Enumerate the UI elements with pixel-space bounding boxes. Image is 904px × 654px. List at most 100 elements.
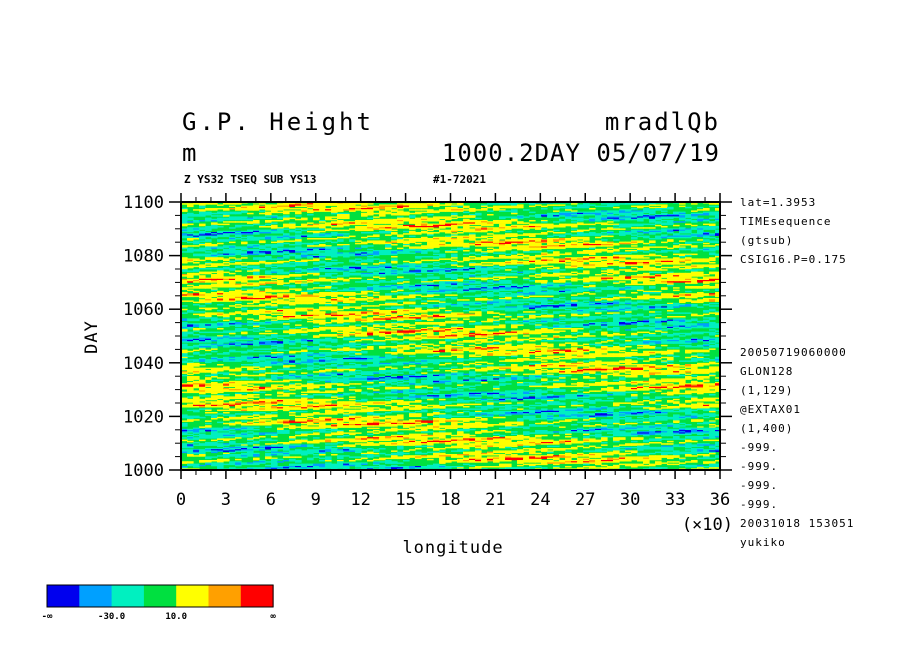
heatmap-cell xyxy=(409,203,416,205)
heatmap-cell xyxy=(523,250,530,252)
heatmap-cell xyxy=(397,234,404,236)
heatmap-cell xyxy=(325,238,332,240)
heatmap-cell xyxy=(475,266,482,269)
heatmap-cell xyxy=(679,295,686,298)
heatmap-cell xyxy=(187,251,194,253)
heatmap-cell xyxy=(265,223,272,226)
heatmap-cell xyxy=(523,254,530,257)
heatmap-cell xyxy=(265,226,272,228)
heatmap-cell xyxy=(481,306,488,308)
heatmap-cell xyxy=(583,304,590,306)
heatmap-cell xyxy=(619,203,626,205)
heatmap-cell xyxy=(247,296,254,299)
heatmap-cell xyxy=(193,242,200,245)
heatmap-cell xyxy=(643,208,650,210)
heatmap-cell xyxy=(409,216,416,218)
heatmap-cell xyxy=(541,260,548,263)
heatmap-cell xyxy=(655,274,662,276)
heatmap-cell xyxy=(337,292,344,294)
heatmap-cell xyxy=(715,283,720,286)
heatmap-cell xyxy=(193,228,200,230)
heatmap-cell xyxy=(397,288,404,290)
heatmap-cell xyxy=(475,242,482,245)
heatmap-cell xyxy=(211,313,218,316)
heatmap-cell xyxy=(229,263,236,265)
heatmap-cell xyxy=(469,236,476,239)
heatmap-cell xyxy=(631,292,638,294)
heatmap-cell xyxy=(319,233,326,235)
heatmap-cell xyxy=(361,205,368,208)
heatmap-cell xyxy=(223,296,230,299)
heatmap-cell xyxy=(367,205,374,208)
heatmap-cell xyxy=(199,292,206,294)
heatmap-cell xyxy=(247,284,254,287)
heatmap-cell xyxy=(589,256,596,258)
heatmap-cell xyxy=(709,302,716,305)
heatmap-cell xyxy=(415,227,422,229)
heatmap-cell xyxy=(619,266,626,269)
heatmap-cell xyxy=(619,290,626,293)
heatmap-cell xyxy=(463,310,470,312)
heatmap-cell xyxy=(313,218,320,221)
heatmap-cell xyxy=(241,283,248,286)
heatmap-cell xyxy=(493,236,500,239)
heatmap-cell xyxy=(541,221,548,223)
heatmap-cell xyxy=(583,288,590,290)
heatmap-cell xyxy=(655,214,662,216)
heatmap-cell xyxy=(583,259,590,262)
heatmap-cell xyxy=(349,292,356,294)
heatmap-cell xyxy=(433,280,440,282)
heatmap-cell xyxy=(607,210,614,212)
heatmap-cell xyxy=(631,314,638,317)
heatmap-cell xyxy=(367,281,374,283)
heatmap-cell xyxy=(463,259,470,262)
heatmap-cell xyxy=(253,253,260,256)
heatmap-cell xyxy=(715,227,720,229)
heatmap-cell xyxy=(487,240,494,242)
heatmap-cell xyxy=(205,228,212,230)
heatmap-cell xyxy=(589,257,596,259)
heatmap-cell xyxy=(547,290,554,293)
heatmap-cell xyxy=(517,306,524,308)
heatmap-cell xyxy=(715,214,720,216)
heatmap-cell xyxy=(457,244,464,246)
heatmap-cell xyxy=(607,263,614,265)
heatmap-cell xyxy=(535,262,542,264)
heatmap-cell xyxy=(295,215,302,217)
heatmap-cell xyxy=(499,266,506,269)
heatmap-cell xyxy=(361,274,368,276)
heatmap-cell xyxy=(193,238,200,240)
heatmap-cell xyxy=(403,287,410,289)
heatmap-cell xyxy=(331,226,338,228)
heatmap-cell xyxy=(643,277,650,280)
heatmap-cell xyxy=(529,288,536,290)
heatmap-cell xyxy=(217,270,224,272)
heatmap-cell xyxy=(313,241,320,244)
heatmap-cell xyxy=(379,204,386,206)
heatmap-cell xyxy=(625,263,632,265)
heatmap-cell xyxy=(229,284,236,287)
heatmap-cell xyxy=(541,215,548,217)
heatmap-cell xyxy=(367,203,374,205)
heatmap-cell xyxy=(547,244,554,246)
heatmap-cell xyxy=(529,242,536,245)
heatmap-cell xyxy=(619,230,626,233)
heatmap-cell xyxy=(703,209,710,211)
heatmap-cell xyxy=(205,286,212,288)
heatmap-cell xyxy=(631,211,638,214)
heatmap-cell xyxy=(391,307,398,310)
heatmap-cell xyxy=(571,263,578,265)
heatmap-cell xyxy=(223,293,230,295)
heatmap-cell xyxy=(691,227,698,229)
heatmap-cell xyxy=(391,205,398,208)
heatmap-cell xyxy=(499,313,506,316)
heatmap-cell xyxy=(385,298,392,300)
heatmap-cell xyxy=(343,289,350,292)
heatmap-cell xyxy=(355,205,362,208)
heatmap-cell xyxy=(571,226,578,228)
heatmap-cell xyxy=(403,252,410,254)
heatmap-cell xyxy=(631,260,638,263)
heatmap-cell xyxy=(253,283,260,286)
heatmap-cell xyxy=(337,240,344,242)
heatmap-cell xyxy=(325,252,332,254)
